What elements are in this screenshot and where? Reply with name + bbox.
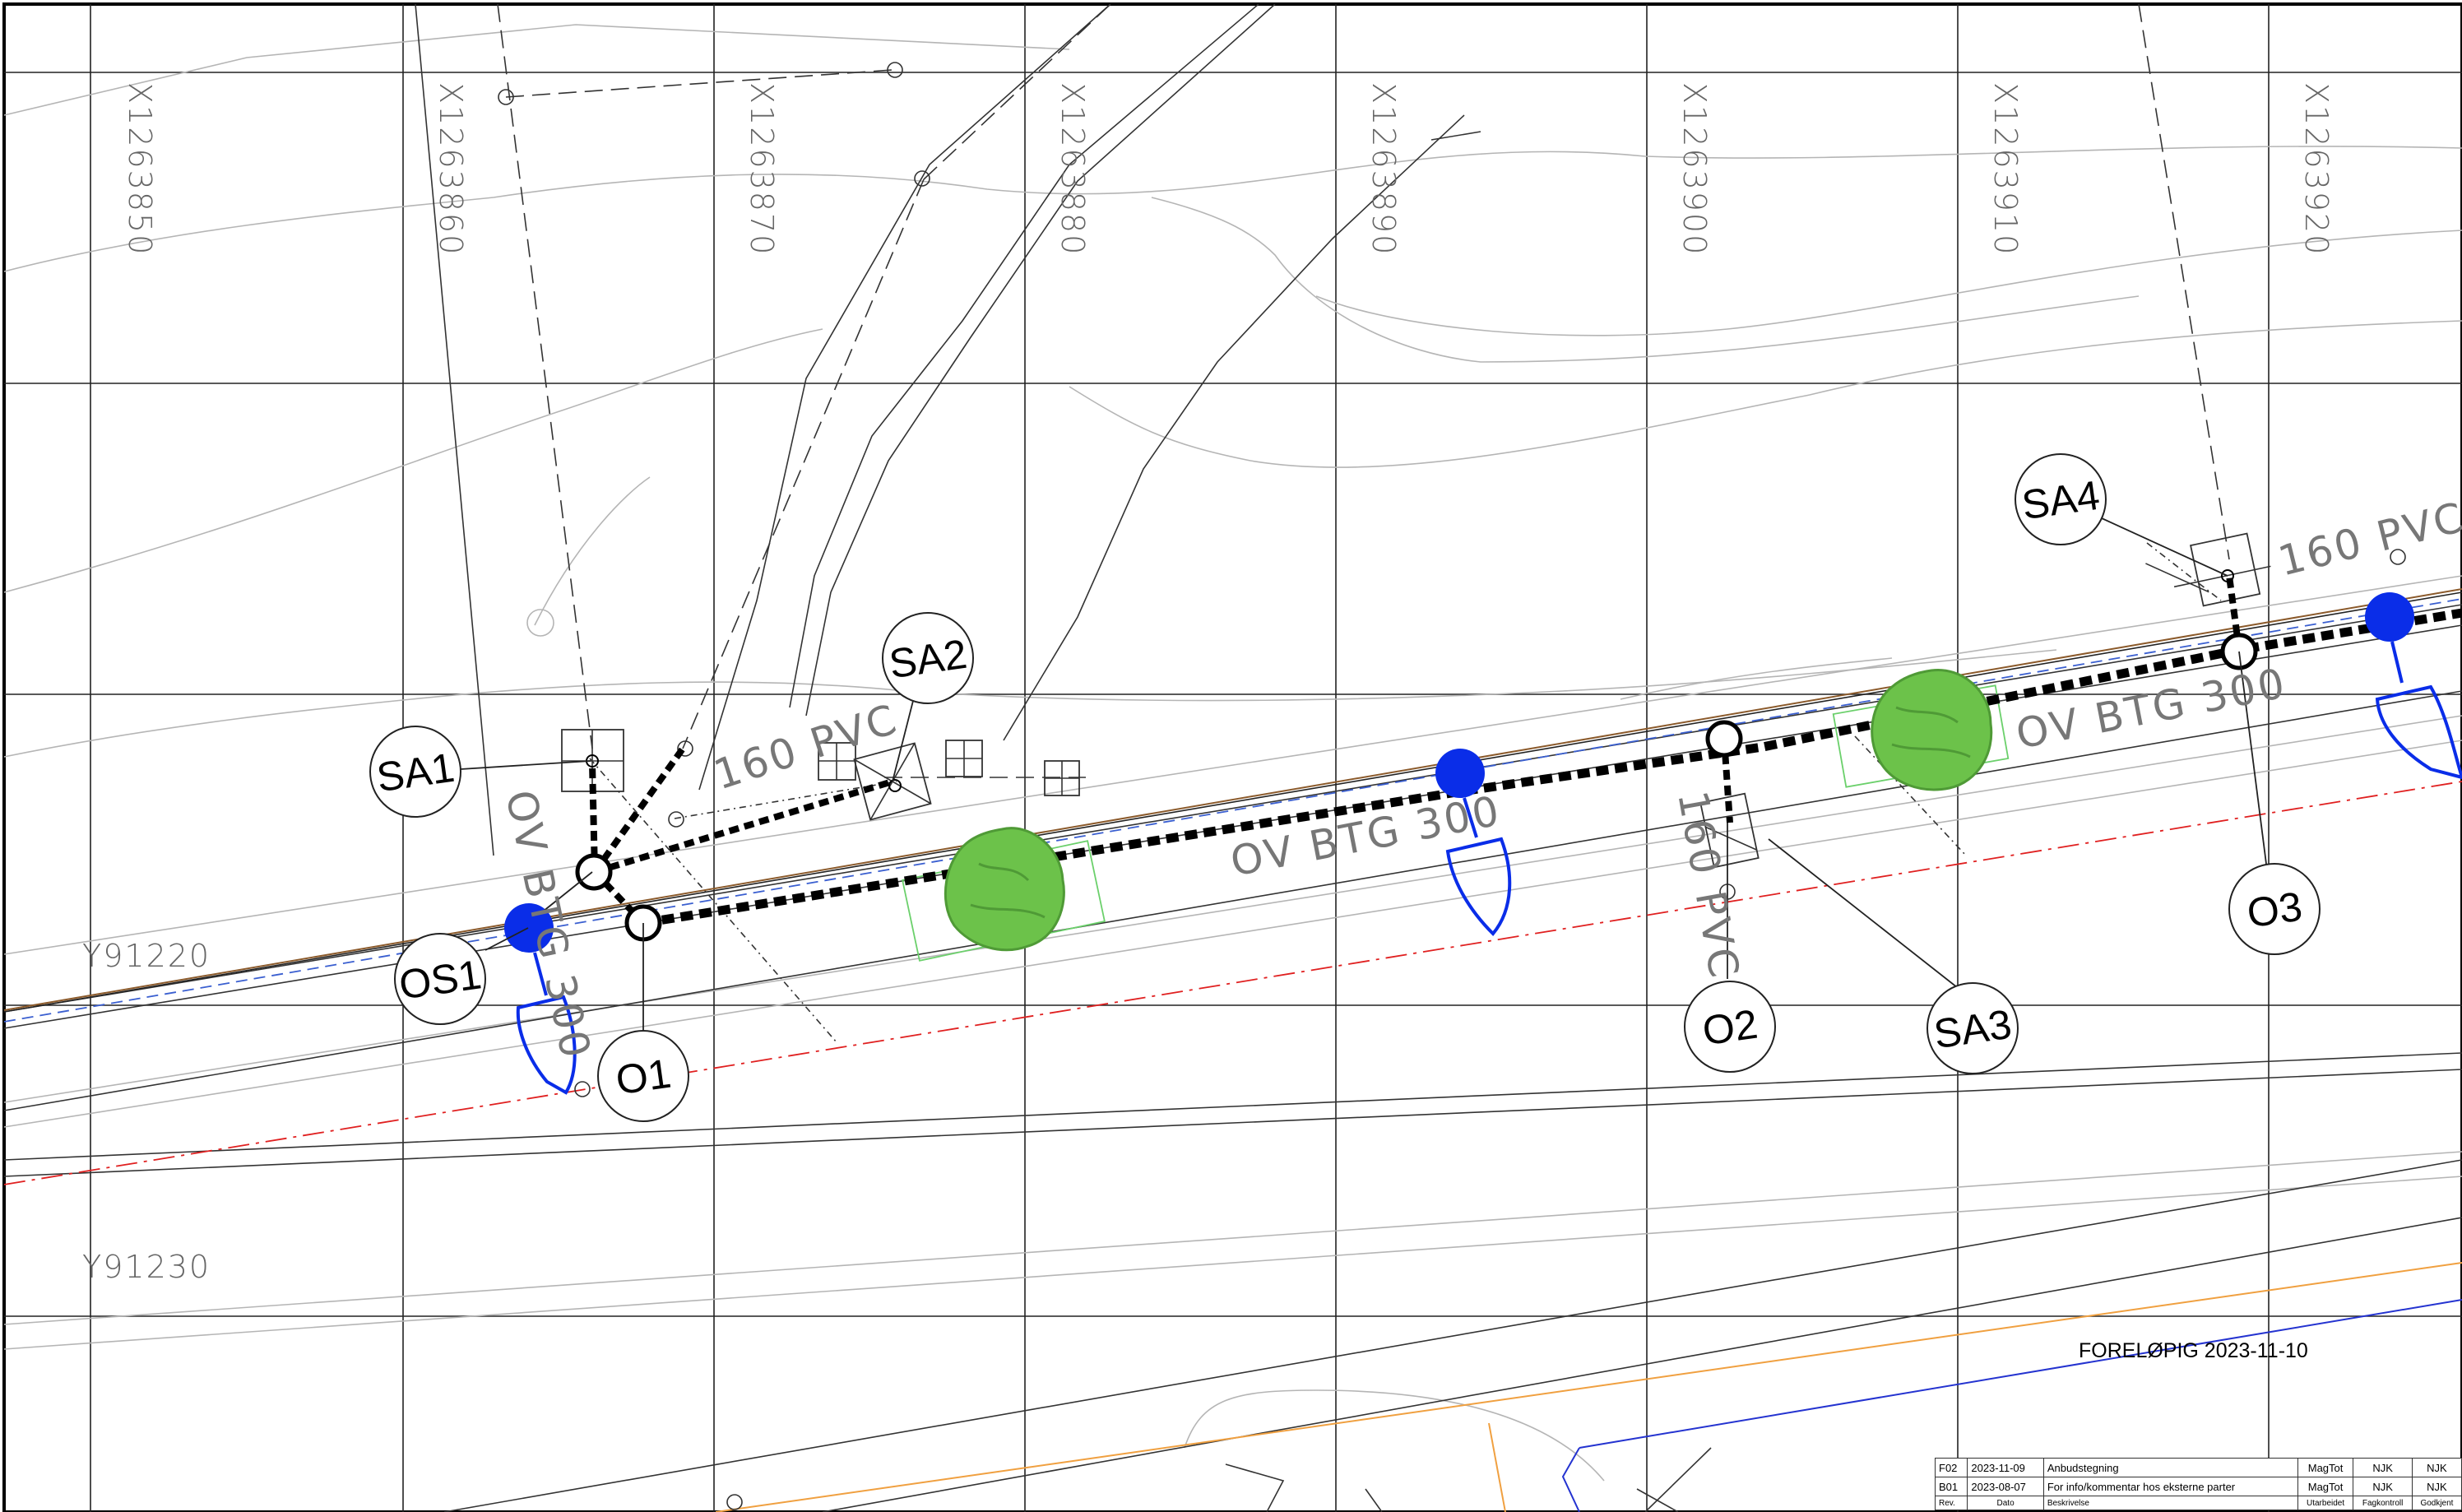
revision-header: Utarbeidet xyxy=(2297,1496,2354,1510)
x-coordinate-label: X1263870 xyxy=(744,82,780,256)
x-coordinate-label: X1263890 xyxy=(1365,82,1402,256)
node-bubble-sa2: SA2 xyxy=(882,612,974,704)
tree-icon xyxy=(944,827,1065,952)
x-coordinate-label: X1263920 xyxy=(2298,82,2334,256)
hydrant-icon xyxy=(2365,592,2462,780)
pipe-label: 160 PVC xyxy=(708,695,904,800)
x-coordinate-labels: X1263850 X1263860 X1263870 X1263880 X126… xyxy=(122,82,2334,256)
pipe-label: 160 PVC xyxy=(1668,787,1748,983)
terrain-contours xyxy=(3,24,2462,1482)
revision-header: Fagkontroll xyxy=(2353,1496,2413,1510)
revision-cell: For info/kommentar hos eksterne parter xyxy=(2042,1477,2298,1496)
node-label: SA1 xyxy=(373,744,457,801)
node-label: SA4 xyxy=(2019,472,2102,529)
node-bubble-os1: OS1 xyxy=(394,933,486,1025)
node-label: O3 xyxy=(2244,884,2305,937)
revision-header: Dato xyxy=(1967,1496,2044,1510)
tree-icon xyxy=(1871,668,1993,791)
drawing-status: FORELØPIG 2023-11-10 xyxy=(2079,1339,2308,1362)
y-coordinate-label: Y91220 xyxy=(82,938,211,974)
revision-cell: 2023-11-09 xyxy=(1967,1458,2044,1477)
x-coordinate-label: X1263860 xyxy=(433,82,469,256)
revision-cell: MagTot xyxy=(2297,1458,2354,1477)
revision-table: F02 2023-11-09 Anbudstegning MagTot NJK … xyxy=(1934,1458,2462,1510)
node-label: OS1 xyxy=(396,951,485,1008)
x-coordinate-label: X1263910 xyxy=(1987,82,2024,256)
y-coordinate-label: Y91230 xyxy=(82,1249,211,1285)
node-label: O1 xyxy=(613,1051,674,1104)
pipe-network xyxy=(589,575,2462,928)
node-bubble-o3: O3 xyxy=(2228,863,2321,955)
node-bubble-sa4: SA4 xyxy=(2015,453,2107,545)
revision-cell: NJK xyxy=(2411,1477,2462,1496)
revision-cell: F02 xyxy=(1934,1458,1968,1477)
y-coordinate-labels: Y91220 Y91230 xyxy=(82,938,211,1285)
revision-header: Rev. xyxy=(1934,1496,1968,1510)
x-coordinate-label: X1263880 xyxy=(1055,82,1091,256)
coordinate-grid xyxy=(4,4,2462,1512)
leader-lines xyxy=(460,517,2267,1032)
node-bubble-o1: O1 xyxy=(597,1030,689,1122)
node-bubble-sa1: SA1 xyxy=(369,726,461,818)
revision-header: Beskrivelse xyxy=(2042,1496,2298,1510)
x-coordinate-label: X1263900 xyxy=(1676,82,1713,256)
revision-row: B01 2023-08-07 For info/kommentar hos ek… xyxy=(1934,1477,2462,1496)
node-label: SA2 xyxy=(886,631,969,688)
hydrant-icon xyxy=(1435,749,1512,936)
pipe-label: OV BTG 300 xyxy=(1226,786,1505,886)
node-bubble-sa3: SA3 xyxy=(1926,982,2019,1074)
revision-cell: NJK xyxy=(2353,1458,2413,1477)
dashed-lines xyxy=(3,3,2462,1512)
revision-header: Godkjent xyxy=(2411,1496,2462,1510)
revision-cell: MagTot xyxy=(2297,1477,2354,1496)
pipe-label: 160 PVC xyxy=(2274,493,2462,585)
node-label: O2 xyxy=(1699,1001,1760,1055)
node-bubble-o2: O2 xyxy=(1684,981,1776,1073)
node-label: SA3 xyxy=(1931,1001,2014,1058)
revision-header-row: Rev. Dato Beskrivelse Utarbeidet Fagkont… xyxy=(1934,1496,2462,1510)
x-coordinate-label: X1263850 xyxy=(122,82,158,256)
revision-cell: B01 xyxy=(1934,1477,1968,1496)
revision-cell: NJK xyxy=(2411,1458,2462,1477)
hydrant-icon xyxy=(504,903,577,1095)
revision-cell: NJK xyxy=(2353,1477,2413,1496)
revision-cell: Anbudstegning xyxy=(2042,1458,2298,1477)
revision-cell: 2023-08-07 xyxy=(1967,1477,2044,1496)
revision-row: F02 2023-11-09 Anbudstegning MagTot NJK … xyxy=(1934,1458,2462,1477)
